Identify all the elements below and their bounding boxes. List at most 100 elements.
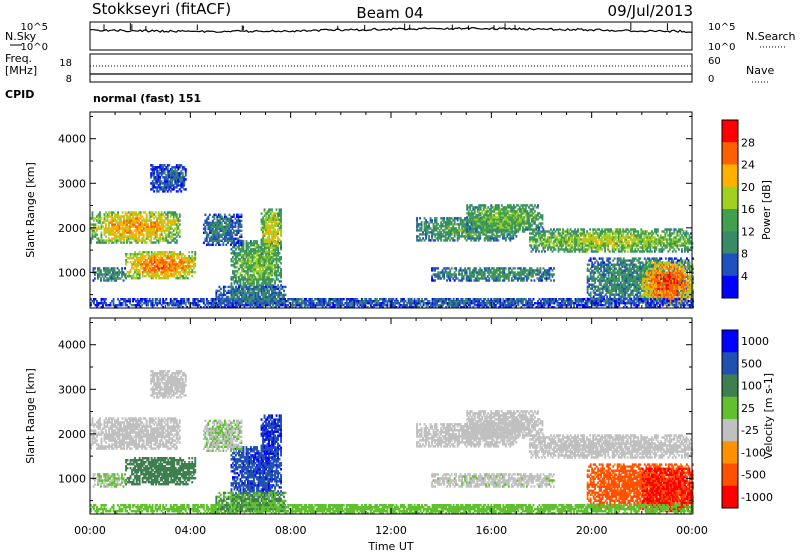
- power-cell: [500, 226, 503, 229]
- power-cell: [219, 219, 222, 222]
- power-cell: [182, 277, 185, 280]
- power-cell: [449, 277, 452, 280]
- power-cell: [503, 267, 506, 270]
- power-cell: [499, 222, 502, 225]
- power-cell: [459, 273, 462, 276]
- power-cell: [496, 208, 499, 211]
- power-cell: [179, 263, 182, 266]
- power-cell: [253, 264, 255, 267]
- power-cell: [94, 235, 97, 238]
- power-cell: [168, 275, 171, 278]
- power-cell: [517, 228, 520, 231]
- power-cell: [135, 217, 138, 220]
- power-cell: [138, 229, 141, 232]
- power-cell: [434, 217, 436, 220]
- power-cell: [544, 250, 546, 253]
- power-cell: [141, 221, 144, 224]
- power-cell: [483, 275, 486, 278]
- power-cell: [577, 248, 579, 251]
- power-cell: [461, 269, 464, 272]
- power-cell: [604, 269, 607, 272]
- power-cell: [111, 229, 113, 232]
- power-cell: [230, 233, 232, 236]
- power-cell: [606, 285, 609, 288]
- power-cell: [147, 227, 150, 230]
- power-cell: [222, 225, 225, 228]
- power-cell: [597, 263, 600, 266]
- power-cell: [269, 260, 272, 263]
- power-region: [431, 267, 555, 282]
- power-cell: [519, 275, 522, 278]
- power-cell: [519, 279, 522, 282]
- power-cell: [191, 265, 194, 268]
- power-cell: [467, 210, 470, 213]
- power-cell: [485, 212, 488, 215]
- power-cell: [174, 273, 177, 276]
- power-cell: [449, 239, 452, 242]
- power-cell: [233, 243, 235, 246]
- power-cell: [607, 289, 610, 292]
- power-cell: [491, 273, 494, 276]
- power-cell: [595, 259, 598, 262]
- power-cell: [490, 218, 493, 221]
- power-cell: [174, 211, 177, 214]
- power-cell: [156, 271, 159, 274]
- power-cell: [234, 223, 237, 226]
- power-cell: [462, 275, 465, 278]
- power-cell: [124, 225, 127, 228]
- power-cell: [483, 273, 486, 276]
- power-cell: [227, 217, 229, 220]
- power-cell: [580, 234, 582, 237]
- power-cell: [497, 267, 500, 270]
- power-cell: [262, 254, 264, 257]
- power-cell: [613, 269, 616, 272]
- nave-tick-0: 0: [708, 74, 714, 85]
- power-cell: [600, 283, 603, 286]
- power-cell: [629, 248, 632, 251]
- power-cell: [434, 269, 436, 272]
- power-cell: [484, 210, 487, 213]
- power-cell: [185, 265, 188, 268]
- power-cell: [167, 277, 170, 280]
- power-cell: [502, 222, 505, 225]
- power-cell: [141, 231, 144, 234]
- power-cell: [169, 227, 172, 230]
- power-cell: [259, 268, 261, 271]
- power-cell: [569, 248, 572, 251]
- power-cell: [560, 248, 563, 251]
- power-cell: [250, 270, 252, 273]
- power-cell: [601, 228, 604, 231]
- power-cell: [577, 234, 579, 237]
- power-cell: [257, 256, 260, 259]
- power-cell: [485, 208, 488, 211]
- power-cell: [501, 237, 504, 240]
- power-cell: [676, 242, 679, 245]
- power-cell: [565, 244, 567, 247]
- power-cell: [589, 277, 592, 280]
- power-cell: [239, 264, 242, 267]
- power-cell: [595, 248, 598, 251]
- power-cell: [159, 257, 162, 260]
- power-cell: [108, 213, 110, 216]
- power-cell: [97, 241, 100, 244]
- power-cell: [607, 269, 610, 272]
- power-cell: [566, 244, 569, 247]
- nsky-trace: [90, 26, 693, 34]
- power-region: [202, 213, 243, 246]
- power-cell: [466, 212, 469, 215]
- power-cell: [271, 220, 273, 223]
- power-cell: [127, 211, 130, 214]
- power-cell: [548, 267, 551, 270]
- power-cell: [134, 271, 136, 274]
- power-cell: [429, 221, 432, 224]
- power-cell: [231, 231, 234, 234]
- power-cell: [129, 275, 132, 278]
- power-cell: [239, 254, 242, 257]
- power-cell: [180, 257, 183, 260]
- power-cell: [522, 267, 525, 270]
- power-cell: [257, 280, 260, 283]
- power-cell: [166, 239, 169, 242]
- power-cell: [280, 246, 282, 249]
- power-cell: [659, 248, 662, 251]
- power-cell: [626, 242, 629, 245]
